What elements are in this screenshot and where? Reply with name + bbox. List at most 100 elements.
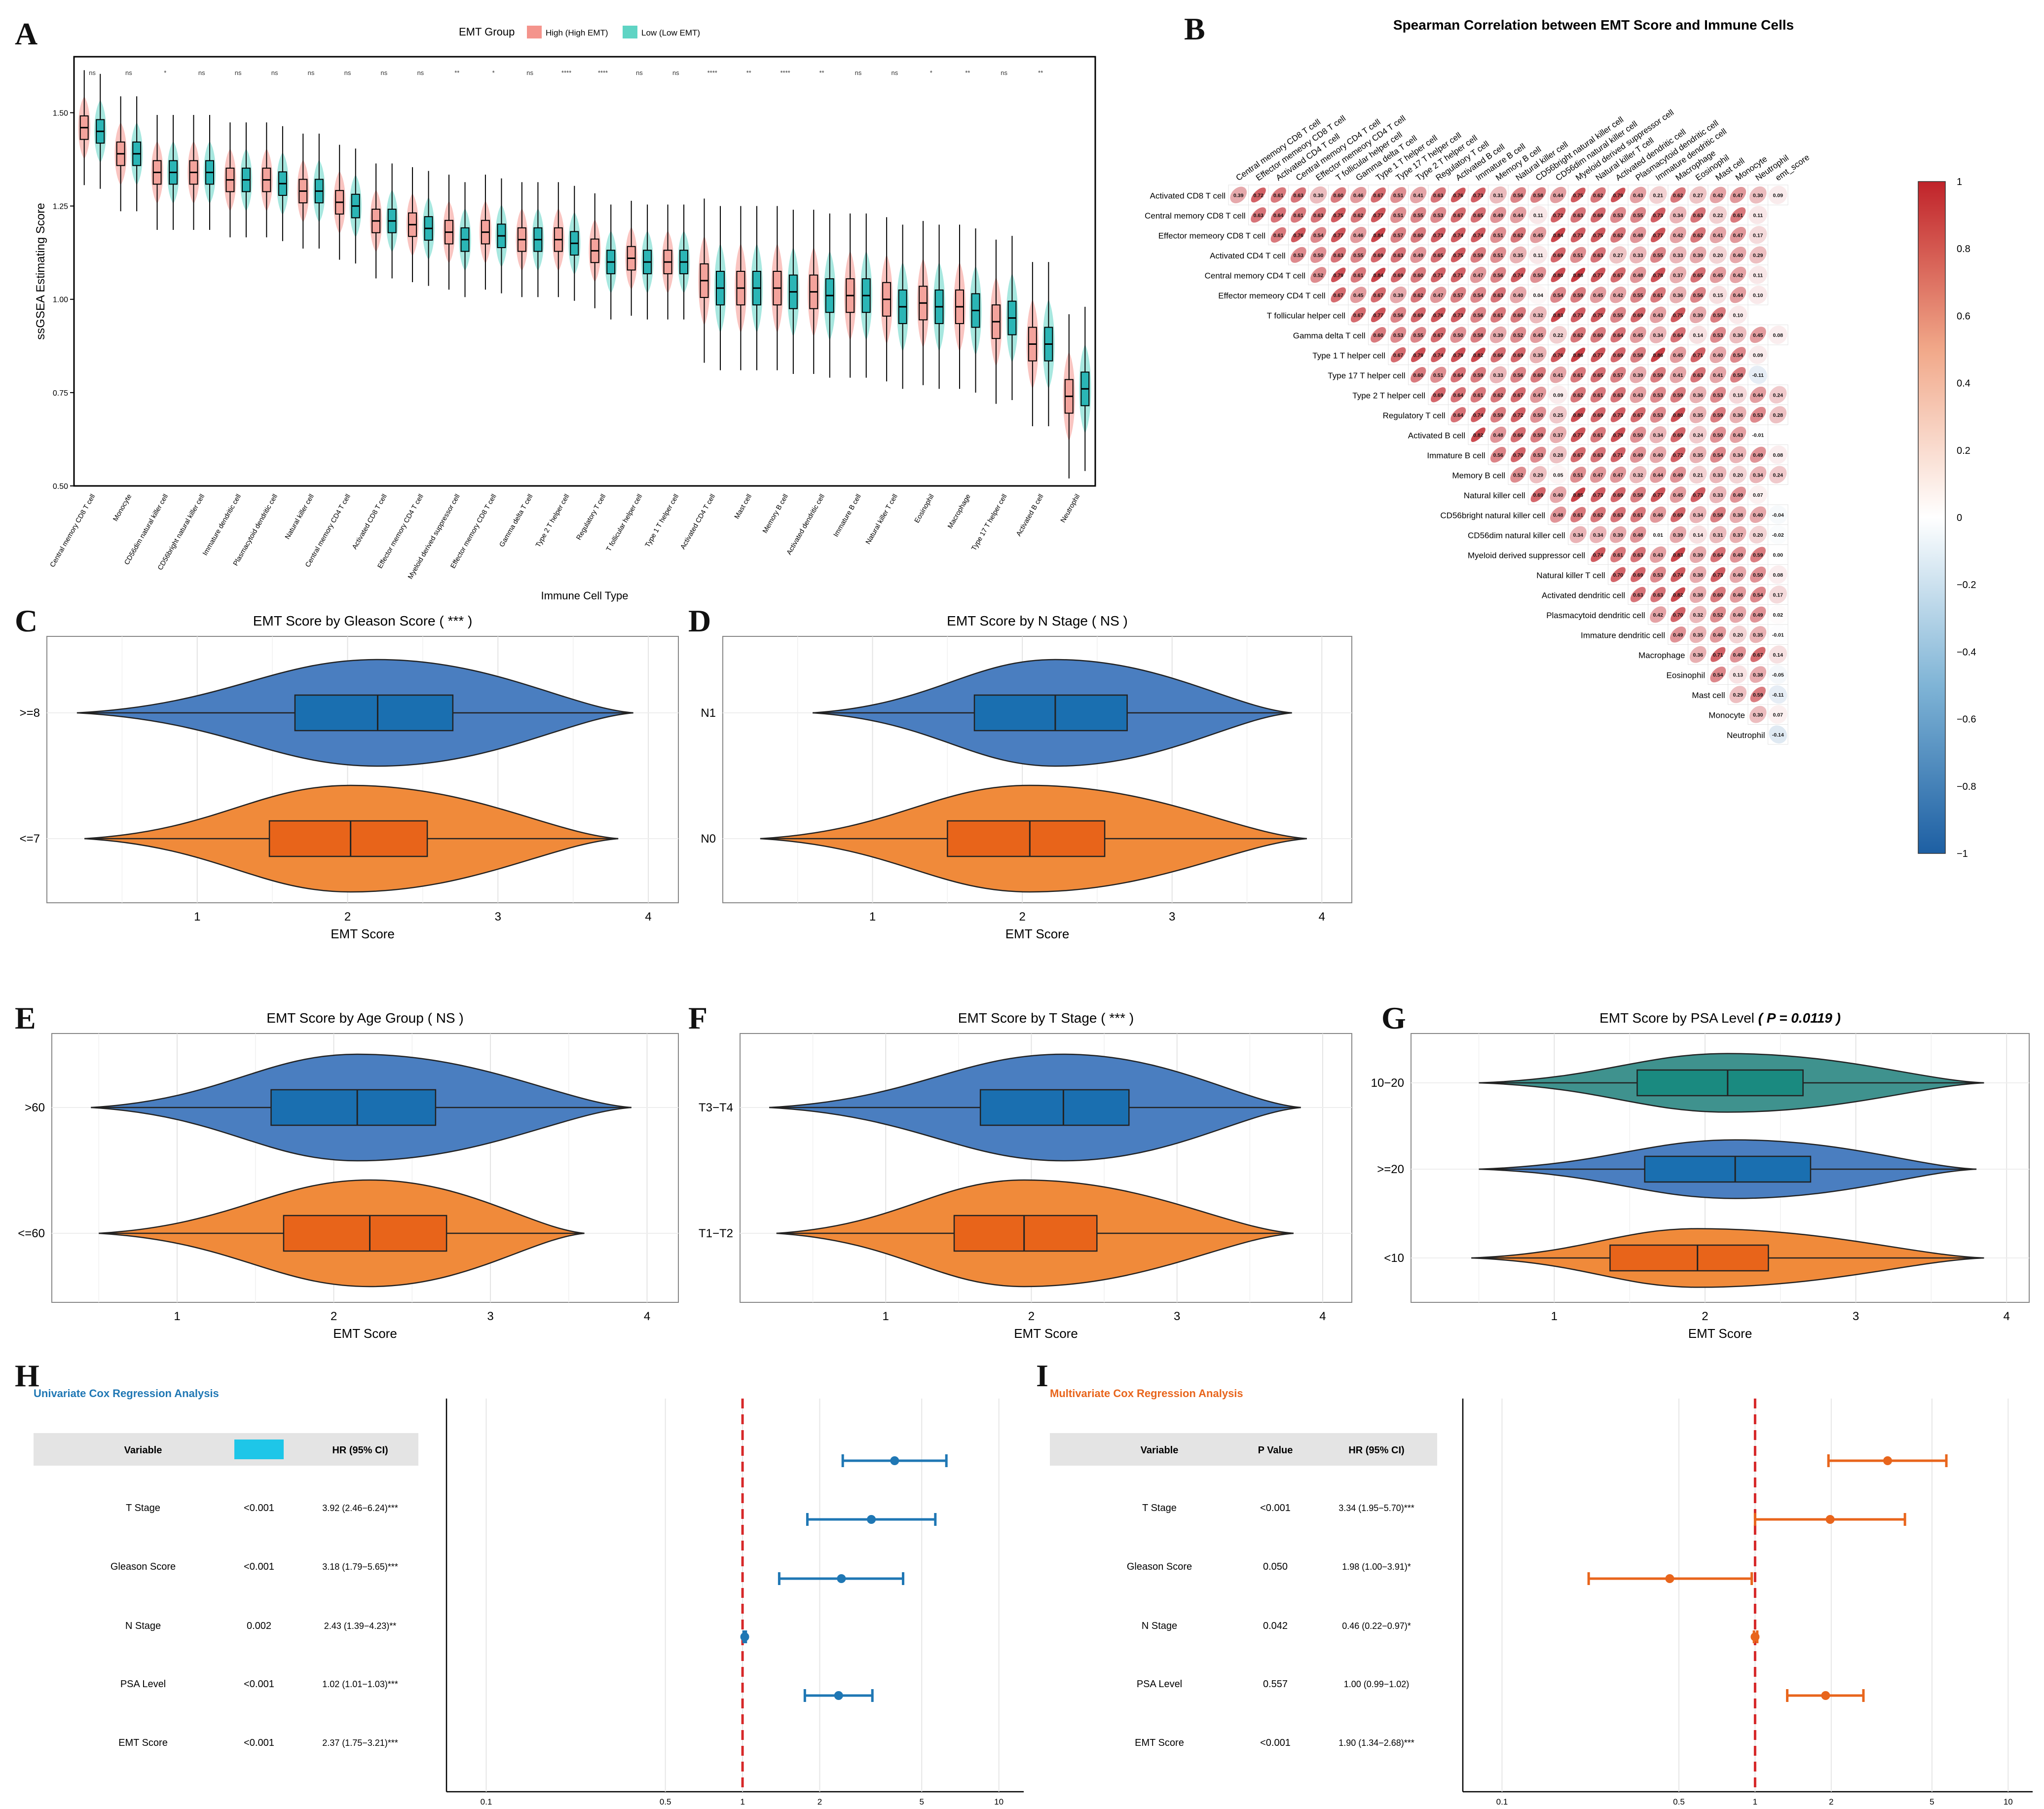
- correlation-value: 0.14: [1693, 332, 1704, 338]
- header-variable: Variable: [124, 1445, 162, 1456]
- category-label: CD56dim natural killer cell: [122, 493, 169, 566]
- row-variable: EMT Score: [118, 1737, 168, 1748]
- correlation-value: 0.43: [1653, 552, 1664, 558]
- correlation-value: 0.63: [1633, 592, 1643, 598]
- correlation-value: 0.86: [1573, 352, 1584, 358]
- correlation-value: 0.60: [1533, 372, 1544, 378]
- correlation-ellipse: [1670, 427, 1686, 443]
- correlation-value: 0.75: [1593, 232, 1603, 238]
- correlation-ellipse: [1350, 307, 1366, 323]
- correlation-ellipse: [1471, 187, 1486, 203]
- colorbar-tick-label: −0.8: [1957, 781, 1976, 792]
- category-label: Immature dendritic cell: [201, 493, 242, 557]
- correlation-ellipse: [1610, 207, 1626, 223]
- panel-g-psa: 1 2 3 4 EMT Score by PSA Level ( P = 0.0119 …: [1371, 1010, 2030, 1341]
- correlation-value: 0.39: [1393, 293, 1404, 298]
- correlation-ellipse: [1710, 226, 1726, 243]
- correlation-ellipse: [1450, 227, 1466, 243]
- correlation-ellipse: [1750, 587, 1766, 603]
- row-label: CD56bright natural killer cell: [1440, 511, 1545, 520]
- correlation-ellipse: [1510, 327, 1526, 343]
- correlation-ellipse: [1709, 286, 1727, 304]
- correlation-value: 0.41: [1553, 372, 1563, 378]
- row-label: Type 17 T helper cell: [1328, 371, 1405, 380]
- correlation-value: 0.77: [1374, 213, 1384, 219]
- significance-label: **: [746, 69, 751, 76]
- significance-label: *: [930, 69, 932, 76]
- row-hr: 1.98 (1.00−3.91)*: [1342, 1562, 1411, 1572]
- correlation-value: 0.77: [1653, 232, 1664, 238]
- correlation-ellipse: [1450, 287, 1466, 303]
- correlation-value: 0.63: [1334, 253, 1344, 258]
- correlation-value: 0.60: [1334, 192, 1344, 198]
- correlation-value: 0.84: [1374, 272, 1384, 278]
- correlation-ellipse: [1291, 187, 1306, 203]
- correlation-value: 0.46: [1733, 592, 1744, 598]
- correlation-value: 0.73: [1453, 312, 1464, 318]
- correlation-ellipse: [1510, 246, 1527, 263]
- correlation-value: 0.45: [1593, 293, 1603, 298]
- correlation-ellipse: [1749, 466, 1767, 483]
- correlation-ellipse: [1690, 267, 1706, 283]
- correlation-ellipse: [1511, 267, 1526, 283]
- correlation-ellipse: [1570, 387, 1586, 403]
- correlation-ellipse: [1390, 286, 1407, 303]
- correlation-value: 0.58: [1473, 332, 1484, 338]
- correlation-ellipse: [1769, 466, 1787, 484]
- correlation-value: 0.62: [1693, 232, 1704, 238]
- correlation-ellipse: [1571, 487, 1586, 502]
- correlation-value: 0.64: [1273, 213, 1284, 219]
- correlation-ellipse: [1729, 606, 1747, 623]
- correlation-value: 0.24: [1773, 472, 1784, 478]
- correlation-ellipse: [1630, 207, 1646, 223]
- correlation-value: 0.31: [1493, 192, 1504, 198]
- correlation-ellipse: [1489, 366, 1507, 383]
- correlation-ellipse: [1768, 325, 1787, 344]
- correlation-value: 0.53: [1713, 332, 1723, 338]
- correlation-ellipse: [1550, 486, 1567, 503]
- row-label: T follicular helper cell: [1267, 311, 1345, 321]
- correlation-ellipse: [1710, 327, 1726, 343]
- correlation-value: 0.36: [1733, 412, 1744, 418]
- correlation-ellipse: [1570, 447, 1586, 463]
- correlation-ellipse: [1769, 645, 1787, 664]
- correlation-ellipse: [1470, 247, 1486, 263]
- correlation-value: 0.59: [1653, 372, 1664, 378]
- correlation-value: 0.53: [1753, 412, 1763, 418]
- correlation-ellipse: [1610, 507, 1626, 522]
- correlation-value: 0.39: [1613, 532, 1624, 538]
- chart-title: Univariate Cox Regression Analysis: [34, 1387, 219, 1400]
- correlation-ellipse: [1331, 207, 1346, 222]
- correlation-value: 0.69: [1413, 312, 1424, 318]
- correlation-value: 0.09: [1773, 192, 1784, 198]
- correlation-value: 0.80: [1573, 412, 1584, 418]
- correlation-ellipse: [1650, 566, 1666, 583]
- correlation-ellipse: [1510, 347, 1526, 363]
- correlation-ellipse: [1610, 267, 1626, 283]
- correlation-value: 0.65: [1433, 253, 1444, 258]
- correlation-value: 0.65: [1473, 213, 1484, 219]
- correlation-value: 0.29: [1533, 472, 1544, 478]
- correlation-ellipse: [1650, 267, 1666, 283]
- correlation-value: 0.54: [1713, 452, 1723, 458]
- correlation-value: 0.50: [1713, 432, 1723, 438]
- correlation-ellipse: [1270, 187, 1286, 203]
- correlation-ellipse: [1570, 427, 1586, 443]
- correlation-ellipse: [1710, 367, 1726, 383]
- correlation-value: 0.30: [1753, 712, 1763, 718]
- correlation-value: 0.61: [1294, 213, 1304, 219]
- correlation-ellipse: [1630, 287, 1646, 303]
- panel-i-multivariate-cox: Multivariate Cox Regression Analysis Vari…: [1050, 1387, 2033, 1807]
- correlation-value: 0.67: [1613, 272, 1624, 278]
- correlation-value: 0.62: [1613, 232, 1624, 238]
- correlation-ellipse: [1591, 487, 1606, 502]
- colorbar-tick-label: 1: [1957, 177, 1962, 187]
- correlation-value: 0.56: [1693, 293, 1704, 298]
- correlation-value: 0.30: [1753, 192, 1763, 198]
- correlation-value: 0.53: [1533, 452, 1544, 458]
- correlation-ellipse: [1710, 547, 1726, 562]
- correlation-ellipse: [1530, 427, 1546, 443]
- correlation-value: 0.49: [1733, 552, 1744, 558]
- correlation-value: 0.60: [1374, 332, 1384, 338]
- correlation-ellipse: [1710, 427, 1726, 443]
